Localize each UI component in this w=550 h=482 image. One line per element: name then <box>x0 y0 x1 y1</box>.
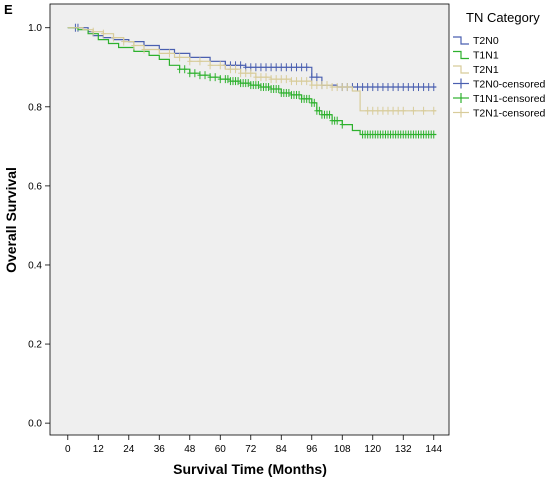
panel-label: E <box>4 2 13 17</box>
y-tick-label: 0.0 <box>28 419 42 430</box>
x-tick-label: 36 <box>154 444 166 455</box>
x-tick-label: 120 <box>364 444 381 455</box>
plot-area <box>49 3 450 436</box>
legend-label: T2N0 <box>473 35 499 47</box>
legend-swatch-T2N1 <box>453 65 469 74</box>
x-tick-label: 48 <box>184 444 196 455</box>
series-layer <box>67 23 437 139</box>
y-tick-label: 0.4 <box>28 260 42 271</box>
legend-swatch-T1N1 <box>453 50 469 60</box>
x-tick-label: 0 <box>65 444 71 455</box>
x-tick-label: 24 <box>123 444 135 455</box>
legend: TN Category T2N0 T1N1 T2N1 T2N0-censored T1N1… <box>453 10 546 120</box>
legend-label: T2N1-censored <box>473 108 546 120</box>
legend-label: T2N0-censored <box>473 79 546 91</box>
y-tick-label: 0.8 <box>28 102 42 113</box>
y-tick-label: 0.2 <box>28 340 42 351</box>
x-tick-label: 72 <box>245 444 257 455</box>
legend-swatch-T2N0 <box>453 36 469 45</box>
x-tick-label: 96 <box>306 444 318 455</box>
y-tick-label: 0.6 <box>28 181 42 192</box>
x-tick-label: 132 <box>395 444 412 455</box>
legend-label: T1N1-censored <box>473 93 546 105</box>
x-tick-label: 12 <box>93 444 105 455</box>
legend-label: T2N1 <box>473 64 499 76</box>
x-tick-label: 84 <box>276 444 288 455</box>
series-T2N1 <box>67 27 437 115</box>
y-axis-title: Overall Survival <box>3 167 19 273</box>
x-tick-label: 108 <box>334 444 351 455</box>
legend-label: T1N1 <box>473 50 499 62</box>
x-tick-label: 144 <box>425 444 442 455</box>
x-axis-title: Survival Time (Months) <box>173 461 327 477</box>
y-tick-label: 1.0 <box>28 23 42 34</box>
axis-layer: 0 12 24 36 48 60 72 84 96 108 120 132 144 0.0 0.2 0.4 0.… <box>28 23 442 455</box>
legend-title: TN Category <box>466 10 540 25</box>
x-tick-label: 60 <box>215 444 227 455</box>
series-T1N1 <box>67 27 437 139</box>
